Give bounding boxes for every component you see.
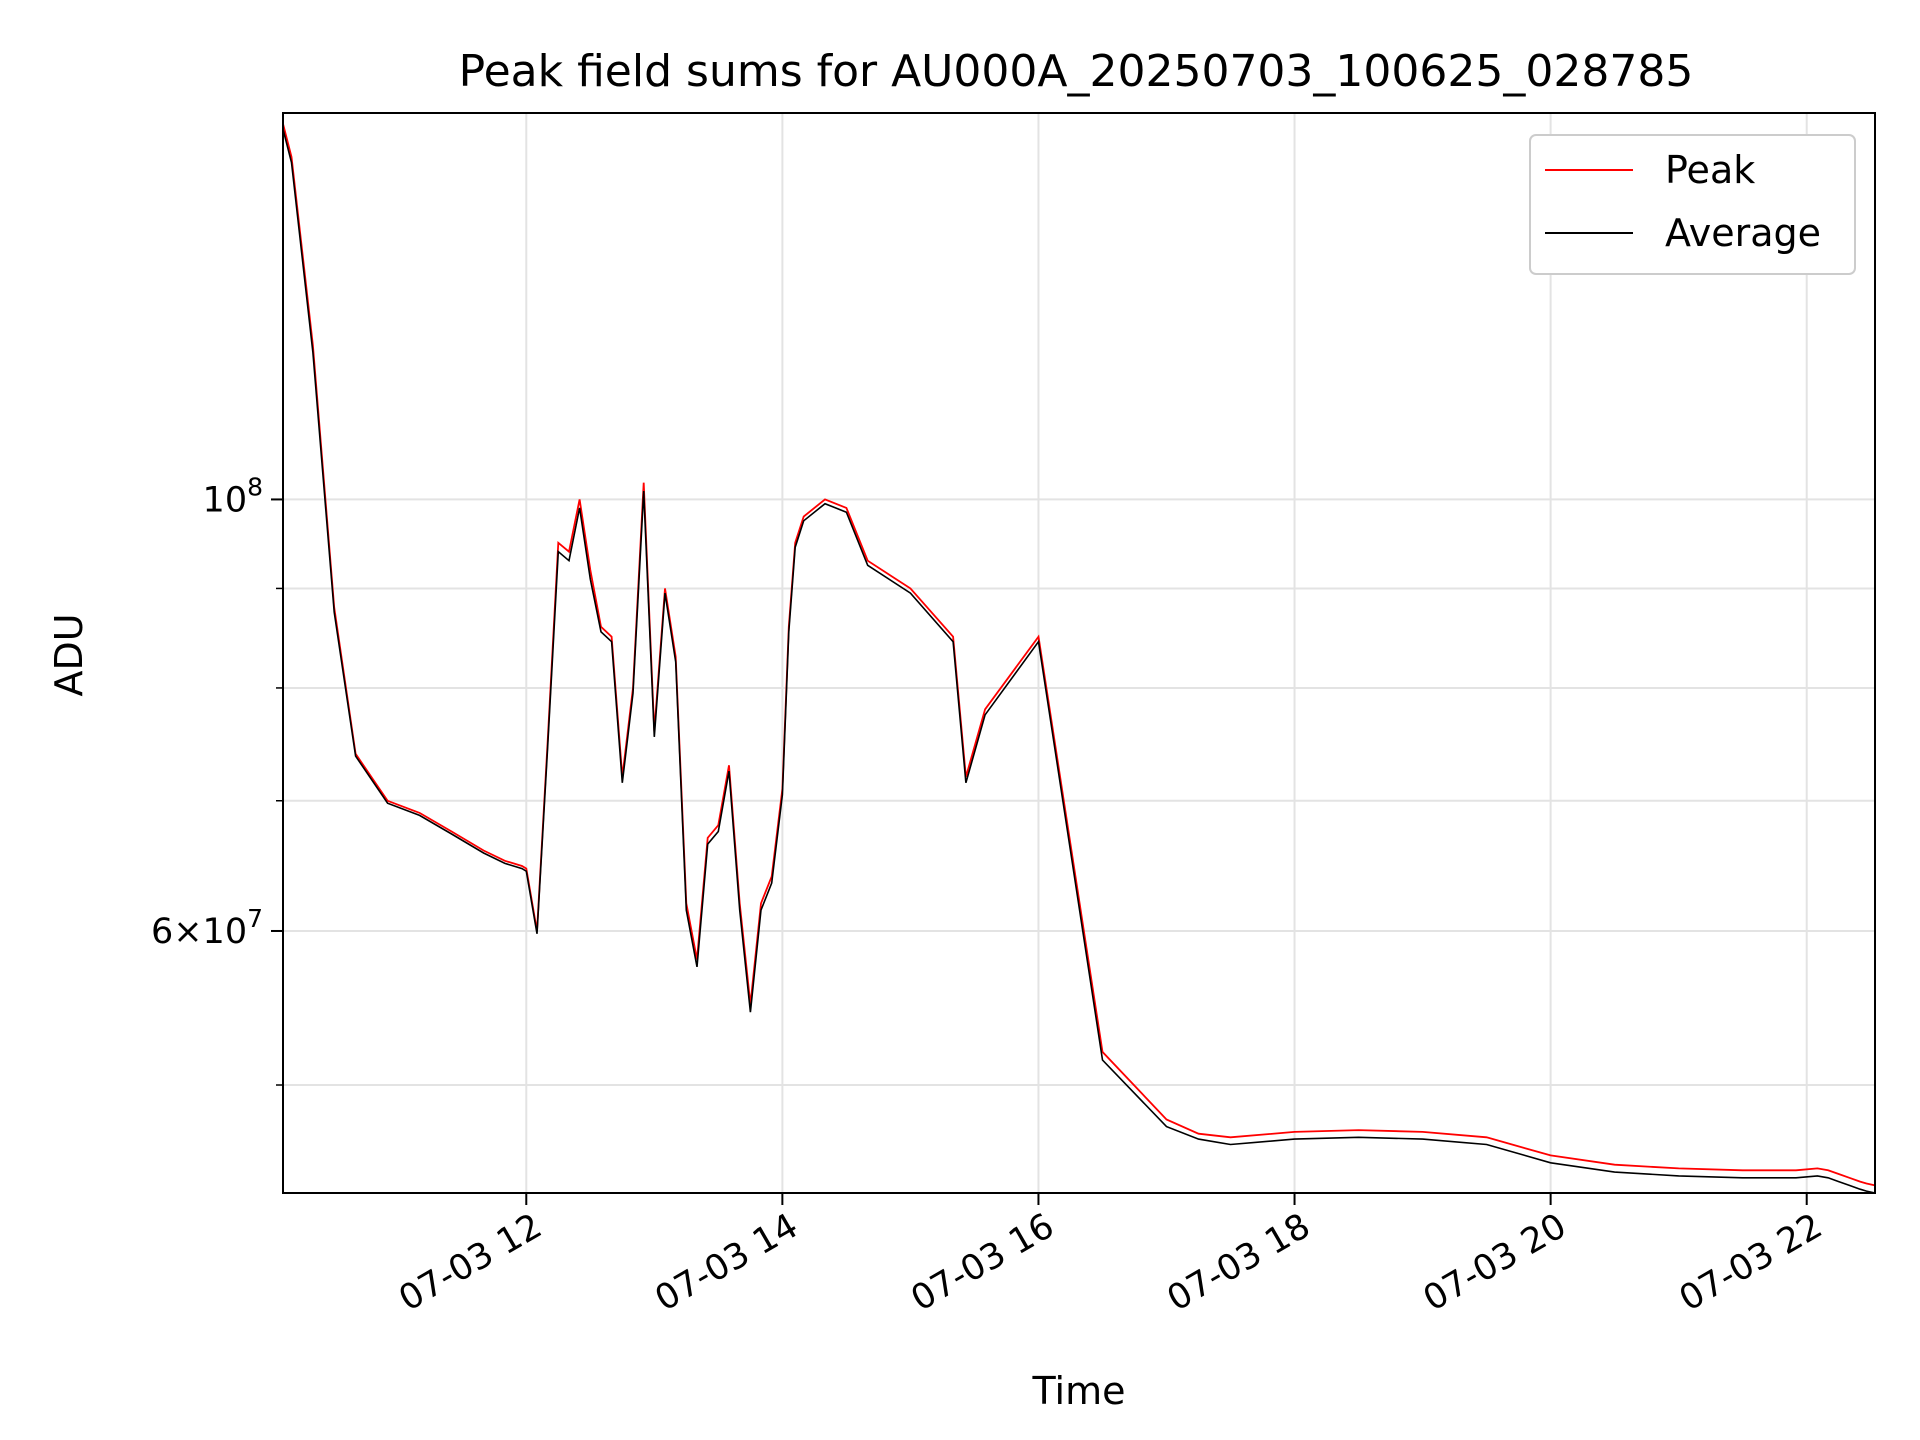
y-tick-label-base: 10: [203, 480, 248, 520]
legend-average-label: Average: [1665, 211, 1821, 255]
chart-title: Peak field sums for AU000A_20250703_1006…: [459, 46, 1694, 97]
legend: Peak Average: [1529, 134, 1856, 275]
y-tick-label-base: 6×10: [151, 912, 247, 952]
y-tick-label: 108: [203, 472, 263, 520]
series-peak-line: [282, 123, 1876, 1187]
y-tick-label-exponent: 7: [247, 904, 263, 933]
plot-area-frame: [282, 112, 1876, 1194]
grid-lines: [283, 113, 1875, 1193]
y-tick-label-exponent: 8: [247, 472, 263, 501]
series-lines: [282, 123, 1876, 1194]
series-average-line: [282, 129, 1876, 1194]
y-axis-label: ADU: [47, 613, 91, 696]
y-tick-label: 6×107: [151, 904, 263, 952]
x-axis-label: Time: [1032, 1369, 1126, 1413]
legend-peak-label: Peak: [1665, 148, 1755, 192]
